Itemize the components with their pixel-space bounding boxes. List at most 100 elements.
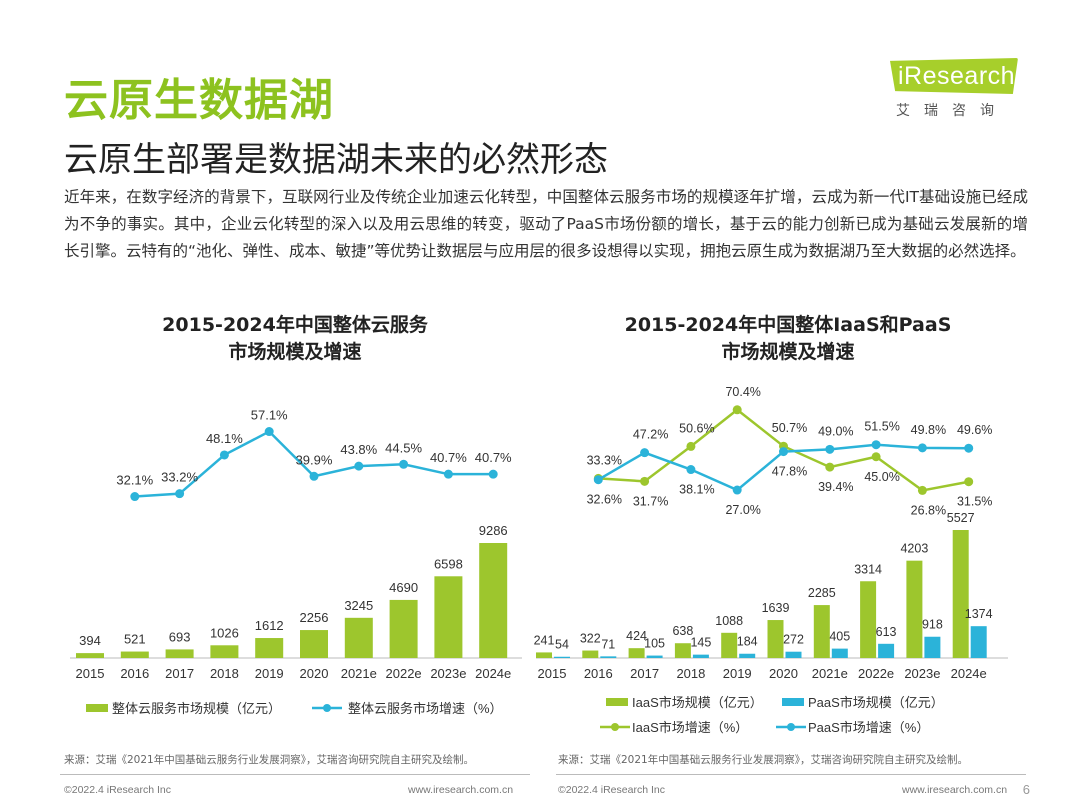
iaas-bar-label-2015: 241 (534, 633, 555, 647)
bar-label-2019: 1612 (255, 618, 284, 633)
chart2-title-line1: 2015-2024年中国整体IaaS和PaaS (624, 314, 952, 336)
bar-2015 (76, 653, 104, 658)
paas-growth-point-2023e (917, 443, 927, 453)
iaas-growth-label-2021e: 39.4% (818, 480, 853, 494)
paas-bar-2015 (554, 656, 570, 658)
tick-label-2022e: 2022e (386, 666, 422, 681)
legend-line-label: 整体云服务市场增速（%） (348, 701, 503, 716)
paas-growth-label-2020: 47.8% (772, 465, 807, 479)
tick-label-2019: 2019 (255, 666, 284, 681)
legend-paas-line-marker (787, 723, 795, 731)
page-subtitle: 云原生部署是数据湖未来的必然形态 (64, 140, 608, 180)
footer-divider-right (556, 774, 1026, 775)
bar-label-2021e: 3245 (344, 598, 373, 613)
legend-bar-swatch (86, 704, 108, 712)
bar-2016 (120, 651, 149, 658)
paas-bar-2021e (831, 648, 848, 658)
bar-2022e (389, 599, 418, 658)
tick-label-2018: 2018 (676, 666, 705, 681)
paas-growth-label-2024e: 49.6% (957, 423, 992, 437)
paas-growth-point-2021e (825, 444, 835, 454)
paas-bar-label-2024e: 1374 (965, 607, 993, 621)
iresearch-logo: iResearch 艾瑞咨询 (890, 58, 1022, 120)
chart1-title-line2: 市场规模及增速 (228, 341, 362, 363)
tick-label-2024e: 2024e (951, 666, 987, 681)
paas-growth-point-2019 (732, 485, 742, 495)
bar-label-2017: 693 (169, 629, 191, 644)
legend-iaas-bar-label: IaaS市场规模（亿元） (632, 695, 763, 710)
paas-bar-2016 (600, 656, 617, 658)
iaas-growth-label-2018: 50.6% (679, 421, 714, 435)
legend-paas-line-label: PaaS市场增速（%） (808, 720, 929, 735)
bar-label-2016: 521 (124, 632, 146, 647)
growth-point-2024e (488, 469, 498, 479)
iaas-growth-point-2017 (640, 476, 650, 486)
legend-paas-bar-label: PaaS市场规模（亿元） (808, 695, 944, 710)
paas-bar-2020 (785, 651, 802, 658)
iaas-bar-label-2020: 1639 (762, 601, 790, 615)
paas-growth-point-2016 (593, 475, 603, 485)
growth-label-2018: 48.1% (206, 431, 243, 446)
paas-growth-point-2022e (871, 440, 881, 450)
chart2-title: 2015-2024年中国整体IaaS和PaaS 市场规模及增速 (548, 312, 1028, 366)
tick-label-2023e: 2023e (430, 666, 466, 681)
intro-paragraph: 近年来，在数字经济的背景下，互联网行业及传统企业加速云化转型，中国整体云服务市场… (64, 188, 1028, 260)
legend-iaas-bar-swatch (606, 698, 628, 706)
paas-bar-label-2017: 105 (644, 637, 665, 651)
iaas-growth-label-2017: 31.7% (633, 494, 668, 508)
iaas-bar-label-2019: 1088 (715, 614, 743, 628)
growth-point-2022e (399, 459, 409, 469)
footer-url-right[interactable]: www.iresearch.com.cn (902, 784, 1008, 796)
bar-label-2024e: 9286 (479, 523, 508, 538)
paas-bar-label-2022e: 613 (876, 625, 897, 639)
tick-label-2023e: 2023e (904, 666, 940, 681)
tick-label-2017: 2017 (165, 666, 194, 681)
paas-growth-point-2018 (686, 465, 696, 475)
paas-growth-point-2020 (779, 447, 788, 457)
iaas-growth-label-2023e: 26.8% (911, 503, 946, 517)
tick-label-2020: 2020 (300, 666, 329, 681)
paas-growth-point-2017 (640, 448, 650, 458)
bar-2021e (344, 617, 373, 658)
growth-label-2022e: 44.5% (385, 440, 422, 455)
paas-bar-2022e (878, 643, 895, 658)
iaas-bar-label-2022e: 3314 (854, 562, 882, 576)
iaas-bar-2016 (582, 650, 599, 658)
paas-bar-2019 (739, 653, 756, 658)
iaas-bar-2017 (628, 648, 645, 658)
iaas-bar-2021e (813, 605, 830, 658)
iaas-growth-point-2019 (732, 405, 742, 415)
iaas-growth-point-2022e (871, 452, 881, 462)
tick-label-2022e: 2022e (858, 666, 894, 681)
iaas-bar-label-2016: 322 (580, 632, 601, 646)
legend-iaas-line-label: IaaS市场增速（%） (632, 720, 748, 735)
paas-bar-label-2021e: 405 (829, 630, 850, 644)
iaas-growth-label-2019: 70.4% (725, 385, 760, 399)
chart1-source: 来源：艾瑞《2021年中国基础云服务行业发展洞察》，艾瑞咨询研究院自主研究及绘制… (64, 754, 474, 766)
tick-label-2019: 2019 (723, 666, 752, 681)
iaas-bar-2015 (536, 652, 552, 658)
tick-label-2024e: 2024e (475, 666, 511, 681)
growth-point-2023e (443, 469, 453, 479)
iaas-growth-label-2020: 50.7% (772, 421, 807, 435)
bar-2023e (434, 576, 463, 658)
iaas-bar-label-2017: 424 (626, 629, 647, 643)
iaas-growth-label-2024e: 31.5% (957, 495, 992, 509)
bar-label-2022e: 4690 (389, 580, 418, 595)
tick-label-2018: 2018 (210, 666, 239, 681)
growth-label-2020: 39.9% (296, 452, 333, 467)
growth-point-2018 (219, 450, 229, 460)
tick-label-2016: 2016 (584, 666, 613, 681)
bar-label-2018: 1026 (210, 625, 239, 640)
growth-label-2024e: 40.7% (475, 450, 512, 465)
iaas-growth-label-2022e: 45.0% (864, 470, 899, 484)
paas-growth-label-2023e: 49.8% (911, 423, 946, 437)
paas-bar-2024e (970, 626, 987, 658)
iaas-bar-2018 (674, 643, 691, 658)
footer-url-left[interactable]: www.iresearch.com.cn (408, 784, 514, 796)
logo-text: iResearch (898, 62, 1016, 90)
legend-paas-bar-swatch (782, 698, 804, 706)
chart1-title-line1: 2015-2024年中国整体云服务 (162, 314, 428, 336)
tick-label-2015: 2015 (76, 666, 105, 681)
